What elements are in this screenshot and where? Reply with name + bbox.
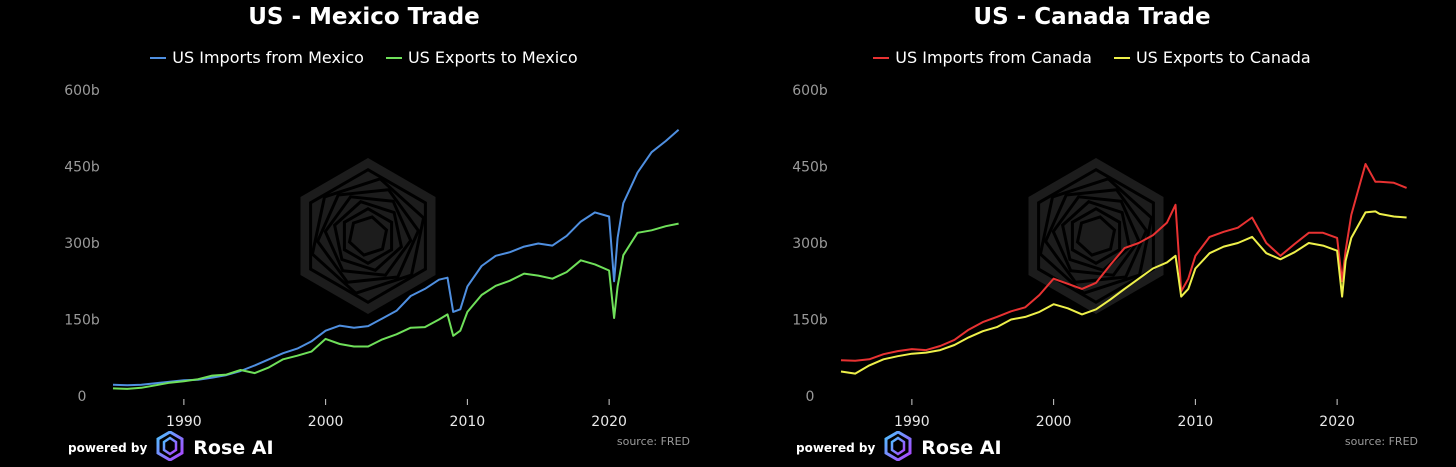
legend-label: US Exports to Canada [1135,48,1311,67]
brand-name: Rose AI [921,437,1002,459]
x-tick-label: 2000 [308,414,344,430]
x-tick-label: 2020 [1319,414,1355,430]
rose-ai-logo-icon [155,430,185,465]
powered-by-badge[interactable]: powered by Rose AI [796,430,1002,465]
legend-item-canada-exports[interactable]: US Exports to Canada [1113,48,1311,67]
x-tick-label: 2010 [450,414,486,430]
y-tick-label: 0 [78,389,87,405]
x-tick-label: 1990 [166,414,202,430]
y-tick-label: 300b [64,236,100,252]
chart-title: US - Canada Trade [973,4,1211,30]
series-line-0 [112,129,680,387]
y-tick-label: 450b [792,160,828,176]
legend-swatch [873,56,890,59]
chart-plot-mexico: 0 150b 300b 450b 600b 1990 2000 2010 2020 [64,83,680,430]
chart-panel-canada: 0 150b 300b 450b 600b 1990 2000 2010 2020 US - C… [728,0,1456,467]
chart-legend: US Imports from Mexico US Exports to Mex… [0,48,728,67]
legend-swatch [1113,56,1130,59]
x-tick-label: 2000 [1036,414,1072,430]
chart-legend: US Imports from Canada US Exports to Can… [728,48,1456,67]
source-label: source: FRED [1344,435,1418,448]
powered-by-label: powered by [68,441,148,455]
powered-by-label: powered by [796,441,876,455]
chart-title: US - Mexico Trade [248,4,480,30]
series-line-1 [112,222,679,390]
legend-label: US Imports from Canada [895,48,1092,67]
source-label: source: FRED [616,435,690,448]
x-tick-label: 1990 [894,414,930,430]
legend-swatch [385,56,402,59]
legend-label: US Exports to Mexico [407,48,578,67]
x-tick-label: 2020 [591,414,627,430]
chart-panel-mexico: 0 150b 300b 450b 600b 1990 2000 2010 2020 US - M… [0,4,728,465]
x-tick-label: 2010 [1178,414,1214,430]
y-tick-label: 600b [792,83,828,99]
y-tick-label: 150b [792,313,828,329]
y-tick-label: 300b [792,236,828,252]
legend-swatch [150,56,167,59]
watermark-logo-icon [1028,158,1164,314]
chart-plot-canada: 0 150b 300b 450b 600b 1990 2000 2010 2020 [792,83,1407,430]
y-tick-label: 600b [64,83,100,99]
series-line-0 [840,163,1407,362]
rose-ai-logo-icon [883,430,913,465]
legend-label: US Imports from Mexico [172,48,364,67]
y-tick-label: 0 [806,389,815,405]
y-tick-label: 150b [64,313,100,329]
brand-name: Rose AI [193,437,274,459]
series-line-1 [840,210,1407,375]
watermark-logo-icon [300,158,436,314]
legend-item-mexico-exports[interactable]: US Exports to Mexico [385,48,578,67]
legend-item-mexico-imports[interactable]: US Imports from Mexico [150,48,364,67]
y-tick-label: 450b [64,160,100,176]
powered-by-badge[interactable]: powered by Rose AI [68,430,274,465]
legend-item-canada-imports[interactable]: US Imports from Canada [873,48,1092,67]
